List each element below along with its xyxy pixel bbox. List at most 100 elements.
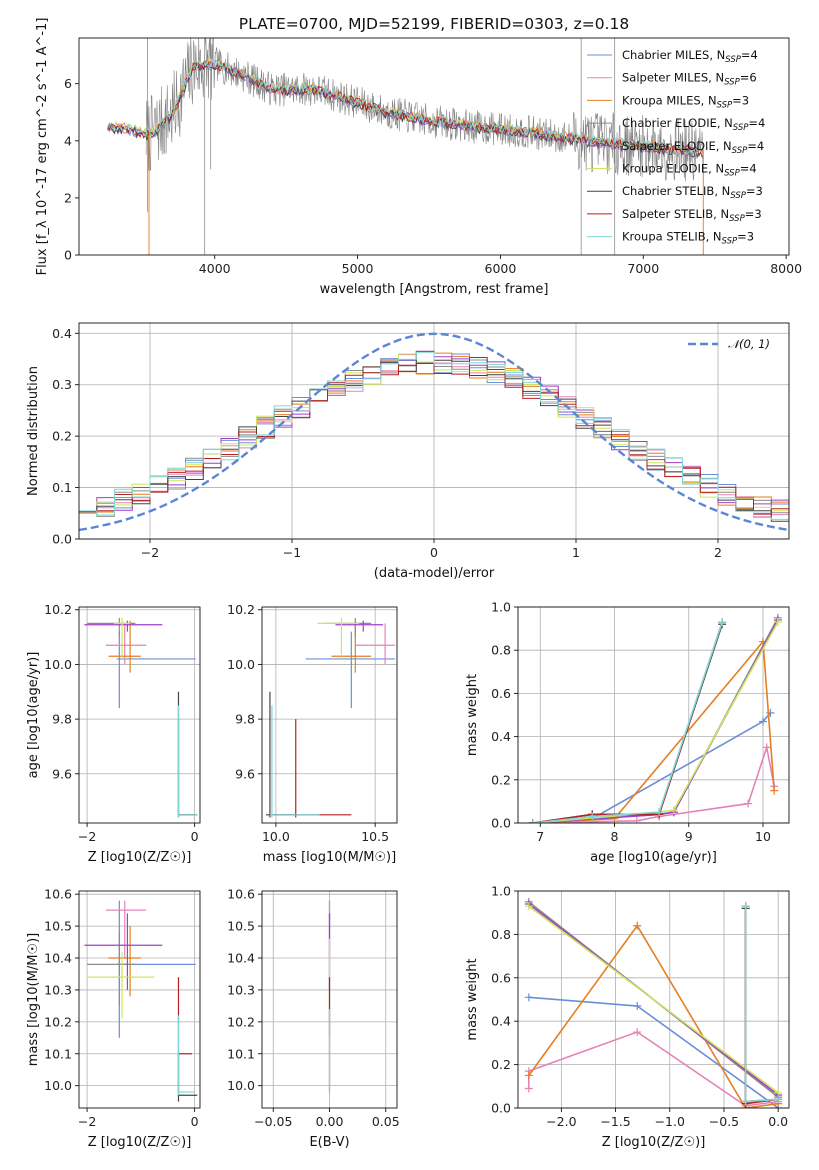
y-tick-label: 10.3 — [227, 982, 255, 997]
legend-count: =3 — [745, 207, 762, 221]
y-tick-label: 9.6 — [52, 766, 72, 781]
spectrum-axes: 4000 5000 6000 7000 8000 0 2 4 6 wavelength [Angs… — [35, 18, 802, 297]
legend-label: Salpeter ELODIE, NSSP=4 — [622, 139, 764, 156]
y-tick-label: 0.4 — [52, 326, 72, 341]
legend-label: Kroupa STELIB, NSSP=3 — [622, 230, 754, 247]
axes-frame — [78, 37, 790, 256]
weight-series-kroupa-miles — [528, 637, 779, 823]
errorbar-chabrier-elodie — [87, 932, 136, 1006]
y-tick-label: 10.1 — [44, 1046, 72, 1061]
legend-model-name: Salpeter ELODIE, N — [622, 139, 732, 153]
y-tick-label: 0.6 — [491, 970, 511, 985]
legend-count: =6 — [740, 71, 757, 85]
x-tick-label: −1.0 — [655, 1114, 685, 1129]
weight-marker — [774, 1095, 783, 1104]
y-tick-label: 0.2 — [491, 772, 511, 787]
errorbar-chabrier-miles — [116, 900, 196, 1038]
weight-marker — [741, 1097, 750, 1106]
weight-series-kroupa-stelib — [528, 618, 727, 823]
weight-line — [528, 996, 779, 1108]
weight-marker — [633, 1002, 642, 1011]
weight-marker — [762, 743, 771, 752]
x-tick-label: 0 — [191, 829, 199, 844]
age-vs-Z-axes: −2 0 9.6 9.8 10.0 10.2 Z [log10(Z/Z☉)] age [log… — [26, 602, 201, 865]
errorbar-salpeter-miles — [355, 623, 396, 665]
mass-vs-EBV-axes: −0.05 0.00 0.05 10.0 10.1 10.2 10.3 10.4 10.5 10.… — [227, 887, 400, 1150]
legend-label: Chabrier STELIB, NSSP=3 — [622, 184, 763, 201]
x-tick-label: −1 — [283, 545, 301, 560]
weight-series-chabrier-miles — [524, 993, 783, 1108]
weight-series-chabrier-elodie — [528, 613, 782, 823]
weight-line — [532, 639, 775, 823]
x-axis-label: E(B-V) — [309, 1135, 349, 1150]
errorbar-kroupa-elodie — [113, 617, 131, 659]
errorbar-kroupa-stelib — [269, 705, 320, 818]
weight-marker — [759, 717, 768, 726]
legend-label: Kroupa MILES, NSSP=3 — [622, 93, 749, 110]
x-tick-label: 7 — [536, 829, 544, 844]
x-tick-label: 7000 — [627, 261, 659, 276]
weight-marker — [744, 799, 753, 808]
y-tick-label: 10.0 — [44, 657, 72, 672]
legend-count: =3 — [732, 93, 749, 107]
weight-line — [528, 924, 779, 1108]
histogram-kroupa-stelib — [79, 351, 789, 539]
legend-count: =4 — [747, 139, 764, 153]
axes-frame — [78, 322, 790, 540]
y-tick-label: 0.3 — [52, 377, 72, 392]
y-tick-label: 10.3 — [44, 982, 72, 997]
y-tick-label: 10.5 — [227, 919, 255, 934]
data-spectrum-line — [145, 38, 704, 182]
weight-line — [532, 621, 723, 823]
x-tick-label: 0.00 — [316, 1114, 344, 1129]
legend-model-name: Chabrier STELIB, N — [622, 184, 730, 198]
y-tick-label: 0.2 — [491, 1057, 511, 1072]
weight-vs-Z-axes: −2.0 −1.5 −1.0 −0.5 0.0 0.0 0.2 0.4 0.6 0.8 1.0 Z [… — [465, 884, 790, 1150]
weight-vs-age-plot-area — [528, 613, 782, 823]
residuals-plot-area — [79, 332, 789, 539]
errorbar-chabrier-elodie — [87, 617, 136, 638]
y-tick-label: 10.0 — [227, 1078, 255, 1093]
weight-marker — [588, 812, 597, 821]
weight-series-chabrier-miles — [528, 708, 775, 823]
y-tick-label: 0.4 — [491, 1014, 511, 1029]
y-tick-label: 10.2 — [44, 1014, 72, 1029]
legend-count: =4 — [740, 162, 757, 176]
x-tick-label: 6000 — [485, 261, 517, 276]
legend-label: Chabrier ELODIE, NSSP=4 — [622, 116, 765, 133]
weight-vs-Z-panel: −2.0 −1.5 −1.0 −0.5 0.0 0.0 0.2 0.4 0.6 0.8 1.0 Z [… — [465, 884, 790, 1150]
age-vs-Z-panel: −2 0 9.6 9.8 10.0 10.2 Z [log10(Z/Z☉)] age [log… — [26, 602, 201, 865]
legend-subscript: SSP — [730, 191, 746, 201]
y-tick-label: 0.4 — [491, 729, 511, 744]
age-vs-mass-plot-area — [265, 617, 396, 818]
errorbar-kroupa-stelib — [177, 1015, 195, 1096]
weight-marker — [655, 808, 664, 817]
y-tick-label: 10.6 — [227, 887, 255, 902]
legend-model-name: Salpeter MILES, N — [622, 71, 724, 85]
axes-frame — [78, 890, 201, 1109]
age-vs-mass-panel: 10.0 10.5 9.6 9.8 10.0 10.2 mass [log10(M/M☉)] — [227, 602, 398, 865]
legend-model-name: Chabrier MILES, N — [622, 48, 725, 62]
errorbar-kroupa-elodie — [87, 951, 155, 1019]
legend-subscript: SSP — [733, 123, 749, 133]
y-axis-label: mass [log10(M/M☉)] — [26, 933, 41, 1066]
axes-frame — [517, 606, 790, 824]
x-tick-label: 0 — [430, 545, 438, 560]
errorbar-kroupa-miles — [108, 620, 141, 673]
weight-line — [532, 617, 779, 823]
y-tick-label: 10.2 — [44, 602, 72, 617]
errorbar-salpeter-elodie — [84, 620, 163, 632]
mass-vs-Z-axes: −2 0 10.0 10.1 10.2 10.3 10.4 10.5 10.6 Z [log10(… — [26, 887, 201, 1150]
mass-vs-EBV-panel: −0.05 0.00 0.05 10.0 10.1 10.2 10.3 10.4 10.5 10.… — [227, 887, 400, 1150]
weight-vs-age-axes: 7 8 9 10 0.0 0.2 0.4 0.6 0.8 1.0 age [log10(age/yr… — [465, 600, 790, 865]
x-tick-label: 0 — [191, 1114, 199, 1129]
errorbar-chabrier-elodie — [325, 617, 372, 638]
spectrum-legend: Chabrier MILES, N SSP =4 Salpeter MILES, N S… — [587, 48, 765, 247]
x-tick-label: −0.05 — [254, 1114, 292, 1129]
figure-title: PLATE=0700, MJD=52199, FIBERID=0303, z=0… — [239, 15, 629, 33]
y-tick-label: 0.2 — [52, 429, 72, 444]
y-tick-label: 6 — [64, 76, 72, 91]
errorbar-chabrier-miles — [116, 631, 196, 709]
y-tick-label: 10.2 — [227, 1014, 255, 1029]
errorbar-kroupa-miles — [108, 926, 141, 997]
